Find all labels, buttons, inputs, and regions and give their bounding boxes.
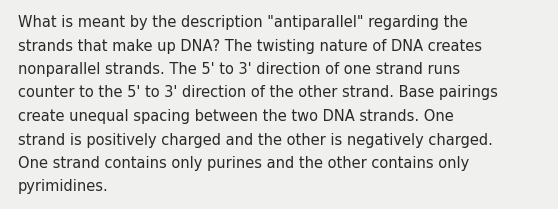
Text: nonparallel strands. The 5' to 3' direction of one strand runs: nonparallel strands. The 5' to 3' direct… [18, 62, 460, 77]
Text: create unequal spacing between the two DNA strands. One: create unequal spacing between the two D… [18, 109, 454, 124]
Text: counter to the 5' to 3' direction of the other strand. Base pairings: counter to the 5' to 3' direction of the… [18, 85, 498, 101]
Text: strands that make up DNA? The twisting nature of DNA creates: strands that make up DNA? The twisting n… [18, 38, 482, 54]
Text: pyrimidines.: pyrimidines. [18, 180, 109, 195]
Text: What is meant by the description "antiparallel" regarding the: What is meant by the description "antipa… [18, 15, 468, 30]
Text: strand is positively charged and the other is negatively charged.: strand is positively charged and the oth… [18, 133, 493, 148]
Text: One strand contains only purines and the other contains only: One strand contains only purines and the… [18, 156, 469, 171]
